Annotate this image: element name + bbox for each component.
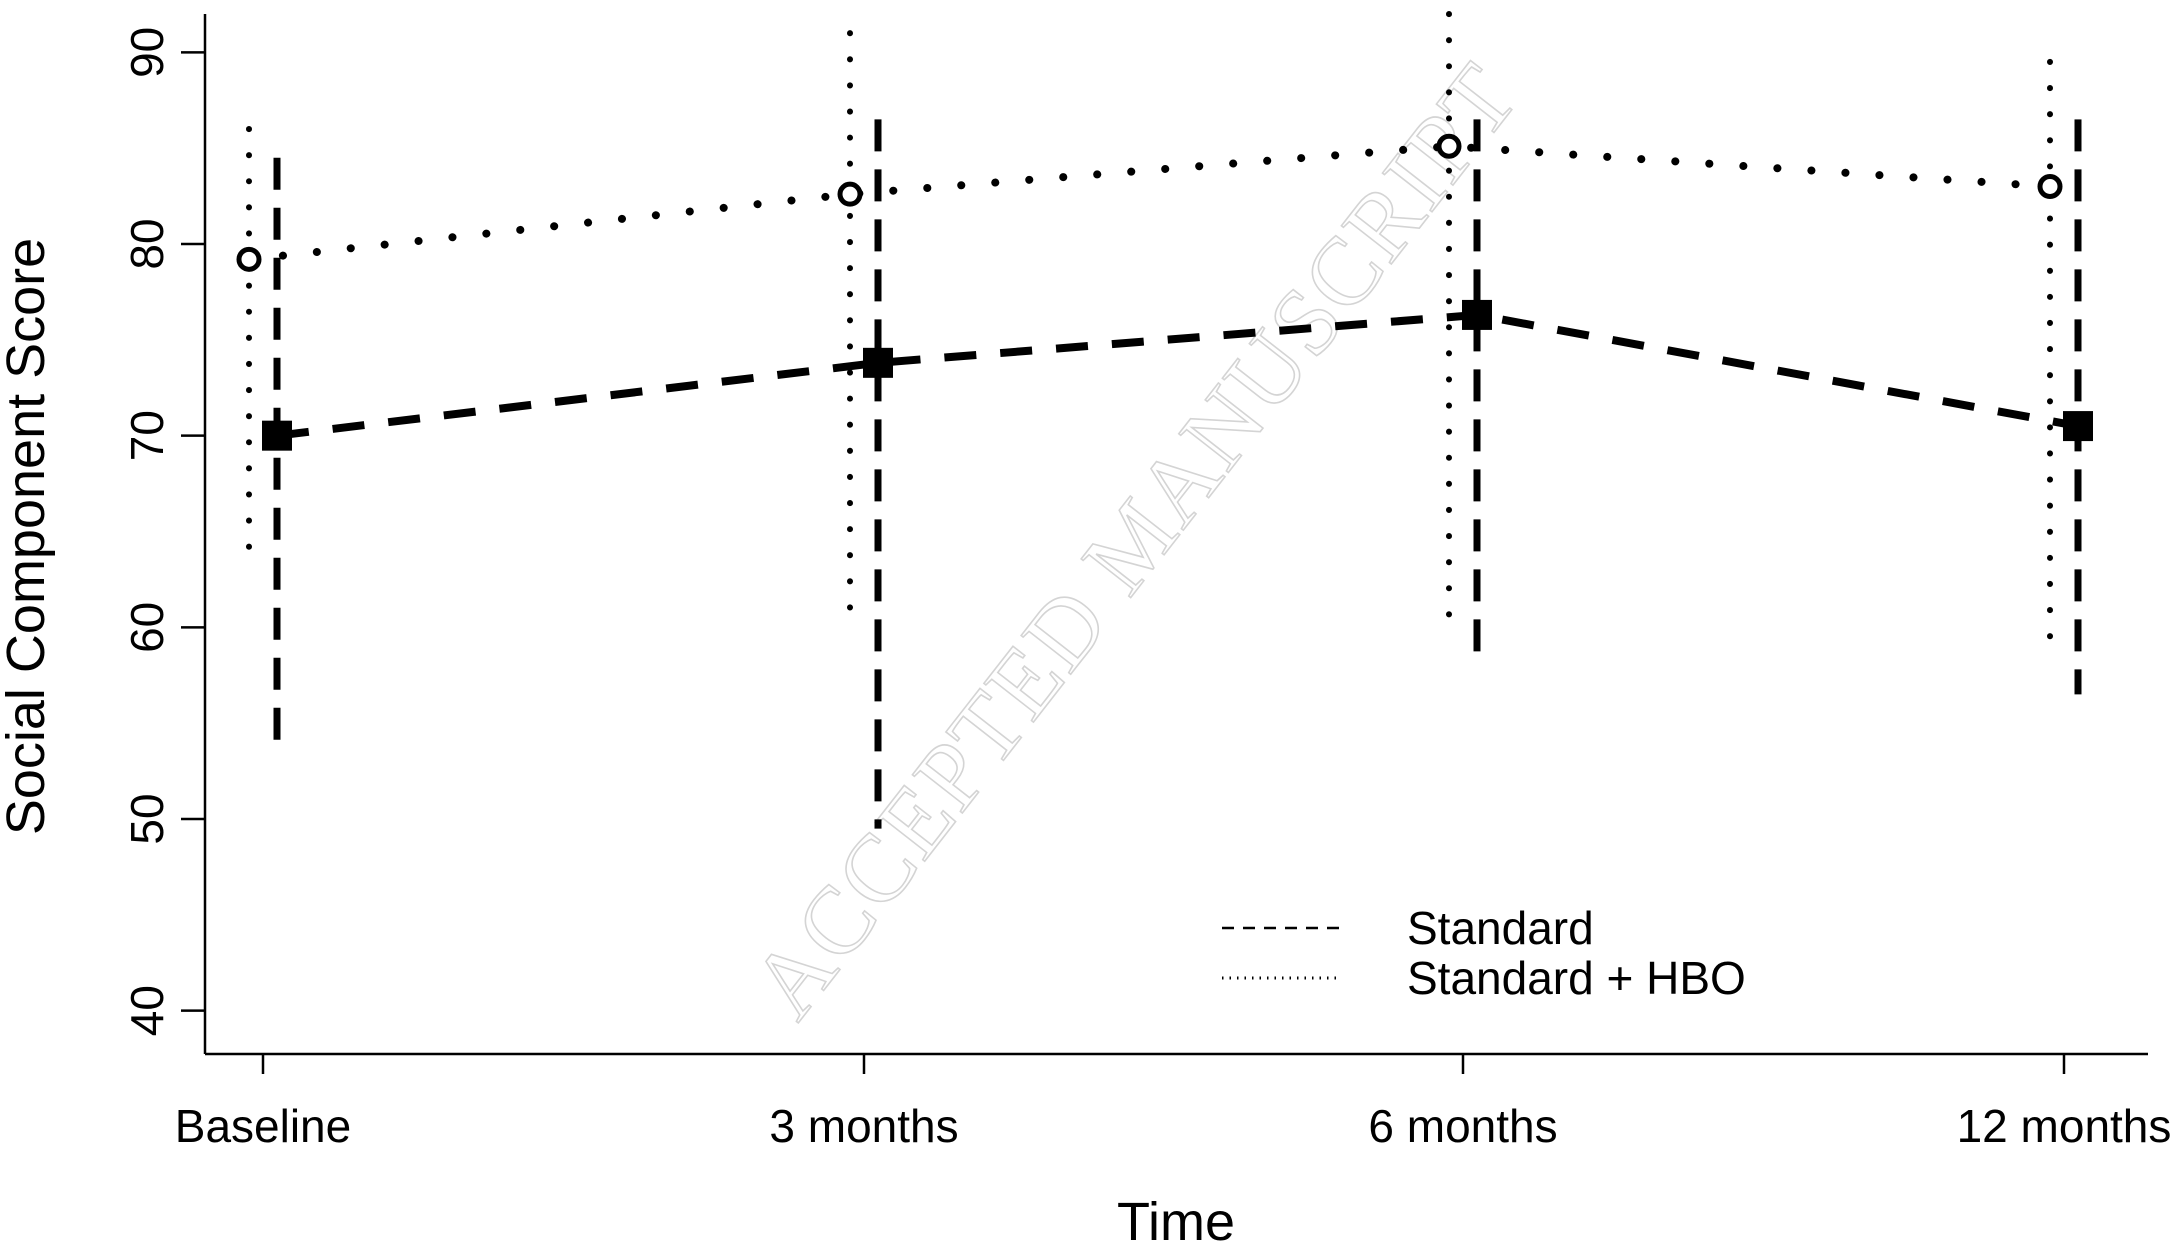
y-tick-label: 80 [121, 218, 173, 269]
x-tick-label: 6 months [1368, 1100, 1557, 1152]
x-axis-title: Time [1117, 1192, 1235, 1249]
series-standard-hbo [236, 11, 2063, 660]
data-point [1436, 133, 1462, 159]
data-point [863, 347, 893, 378]
x-tick-label: 12 months [1957, 1100, 2172, 1152]
data-point [1462, 299, 1492, 330]
legend-label: Standard [1407, 902, 1594, 954]
data-point [2063, 411, 2093, 442]
data-point [837, 181, 863, 207]
y-tick-label: 60 [121, 602, 173, 653]
plot-area [236, 11, 2093, 829]
axes: 40 50 60 70 80 90 Baseline 3 months 6 months 12 m… [0, 14, 2171, 1249]
x-tick-label: 3 months [769, 1100, 958, 1152]
y-tick-label: 90 [121, 27, 173, 78]
series-line [276, 310, 2079, 440]
data-point [2037, 174, 2063, 199]
y-tick-label: 50 [121, 793, 173, 844]
y-tick-label: 70 [121, 410, 173, 461]
data-point [236, 246, 262, 272]
x-tick-label: Baseline [175, 1100, 351, 1152]
y-tick-label: 40 [121, 985, 173, 1036]
series-line [245, 142, 2054, 264]
series-standard [262, 119, 2093, 829]
data-point [262, 420, 292, 451]
legend-label: Standard + HBO [1407, 952, 1746, 1004]
y-axis-title: Social Component Score [0, 238, 56, 835]
